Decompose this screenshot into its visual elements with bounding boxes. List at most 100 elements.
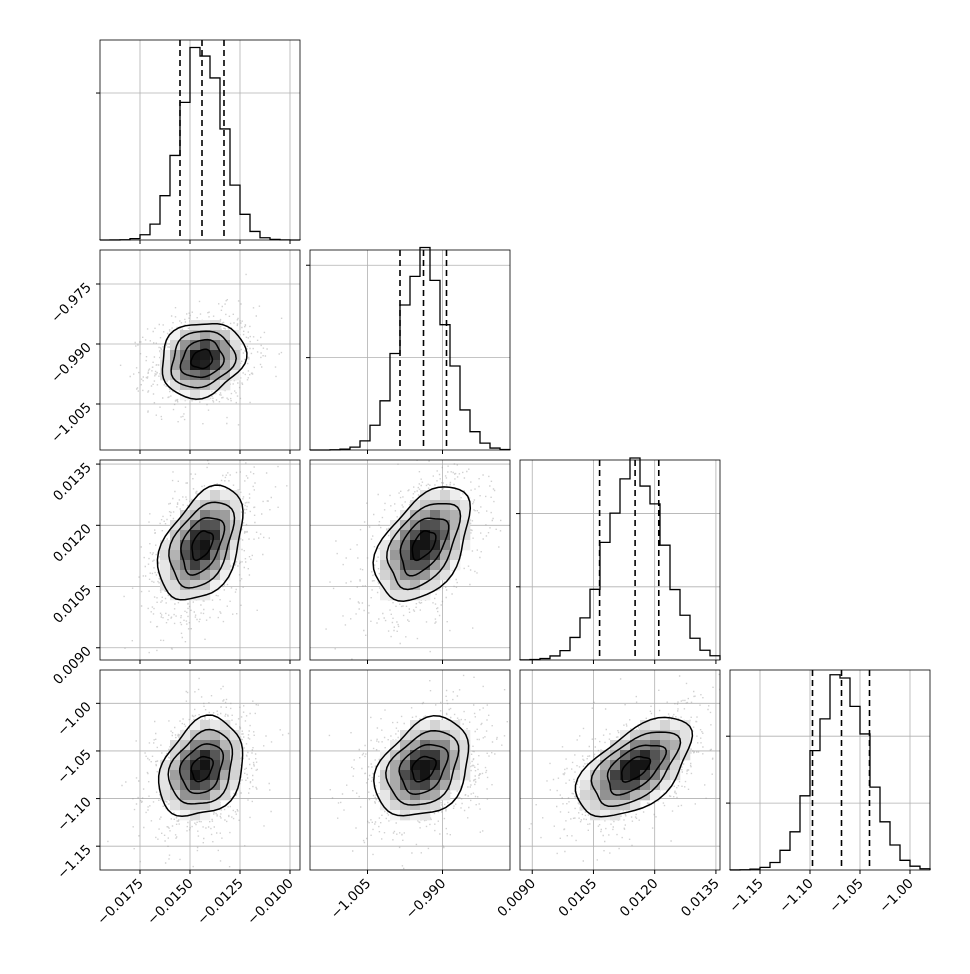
density-cell	[410, 540, 421, 551]
panel-frame	[309, 459, 511, 661]
density-cell	[210, 500, 221, 511]
density-cell	[180, 550, 191, 561]
panel-frame	[519, 459, 721, 661]
density-cell	[200, 490, 211, 501]
density-cell	[190, 550, 201, 561]
density-cell	[400, 550, 411, 561]
density-cell	[200, 570, 211, 581]
density-cell	[400, 540, 411, 551]
density-cell	[430, 580, 441, 591]
panel-content	[520, 670, 720, 870]
density-cell	[210, 800, 221, 811]
density-cell	[400, 580, 411, 591]
density-cell	[160, 760, 171, 771]
panel-frame	[729, 669, 931, 871]
density-cell	[450, 780, 461, 791]
density-cell	[200, 770, 211, 781]
density-cell	[430, 750, 441, 761]
density-cell	[180, 750, 191, 761]
density-cell	[180, 590, 191, 601]
density-cell	[180, 730, 191, 741]
contour-line	[398, 743, 450, 795]
density-cell	[630, 760, 641, 771]
histogram-step	[309, 246, 511, 451]
density-cell	[170, 770, 181, 781]
density-cell	[180, 370, 191, 381]
density-cell	[190, 560, 201, 571]
density-cell	[380, 800, 391, 811]
contour-line	[621, 755, 652, 783]
density-cell	[170, 360, 181, 371]
density-cell	[650, 790, 661, 801]
y-tick-label: 0.0135	[50, 460, 95, 505]
density-cell	[390, 550, 401, 561]
density-cell	[190, 360, 201, 371]
x-tick-label: −0.0175	[94, 876, 147, 929]
density-cell	[210, 320, 221, 331]
density-cell	[210, 730, 221, 741]
density-cell	[180, 520, 191, 531]
density-cell	[420, 520, 431, 531]
density-cell	[430, 520, 441, 531]
density-cell	[430, 770, 441, 781]
density-cell	[580, 780, 591, 791]
density-cell	[220, 740, 231, 751]
panel-background	[100, 40, 300, 240]
density-cell	[450, 550, 461, 561]
density-cell	[190, 340, 201, 351]
density-cell	[190, 580, 201, 591]
density-cell	[210, 560, 221, 571]
density-cell	[410, 500, 421, 511]
density-cell	[610, 750, 621, 761]
density-cell	[420, 570, 431, 581]
density-cell	[230, 730, 241, 741]
density-cell	[380, 770, 391, 781]
density-cell	[600, 780, 611, 791]
density-cell	[230, 530, 241, 541]
contour-line	[156, 484, 244, 601]
contour-line	[190, 755, 214, 783]
density-cell	[400, 510, 411, 521]
density-cell	[230, 360, 241, 371]
density-cell	[420, 580, 431, 591]
density-cell	[440, 790, 451, 801]
y-tick-label: 0.0120	[50, 521, 95, 566]
contour-line	[411, 530, 437, 562]
density-cell	[190, 810, 201, 821]
density-cell	[650, 780, 661, 791]
density-cell	[460, 740, 471, 751]
hist-panel-2	[306, 246, 511, 454]
density-cell	[450, 770, 461, 781]
density-cell	[200, 370, 211, 381]
density-cell	[220, 560, 231, 571]
density-cell	[660, 740, 671, 751]
density-cell	[640, 770, 651, 781]
density-cell	[210, 490, 221, 501]
density-cell	[620, 750, 631, 761]
density-cell	[220, 720, 231, 731]
density-cell	[600, 810, 611, 821]
density-cell	[230, 490, 241, 501]
x-tick-label: −1.15	[726, 876, 767, 917]
density-cell	[400, 800, 411, 811]
density-cell	[380, 560, 391, 571]
density-cell	[210, 530, 221, 541]
density-cell	[170, 560, 181, 571]
density-cell	[170, 540, 181, 551]
density-cell	[410, 810, 421, 821]
density-cell	[420, 800, 431, 811]
density-cell	[420, 720, 431, 731]
density-cell	[410, 590, 421, 601]
density-cell	[450, 720, 461, 731]
density-cell	[170, 520, 181, 531]
density-cell	[190, 540, 201, 551]
contour-line	[178, 743, 225, 795]
density-cell	[430, 510, 441, 521]
density-cell	[210, 550, 221, 561]
density-cell	[210, 770, 221, 781]
density-cell	[600, 790, 611, 801]
density-cell	[630, 800, 641, 811]
density-cell	[420, 730, 431, 741]
density-cell	[460, 510, 471, 521]
x-tick-label: −0.0150	[144, 876, 197, 929]
